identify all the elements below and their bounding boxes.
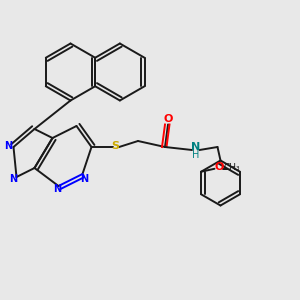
Text: H: H: [192, 150, 199, 161]
Text: N: N: [191, 142, 200, 152]
Text: N: N: [9, 174, 18, 184]
Text: O: O: [163, 114, 173, 124]
Text: CH₃: CH₃: [224, 163, 240, 172]
Text: S: S: [111, 141, 119, 152]
Text: O: O: [214, 162, 224, 172]
Text: N: N: [4, 141, 12, 152]
Text: N: N: [53, 184, 61, 194]
Text: N: N: [80, 173, 88, 184]
